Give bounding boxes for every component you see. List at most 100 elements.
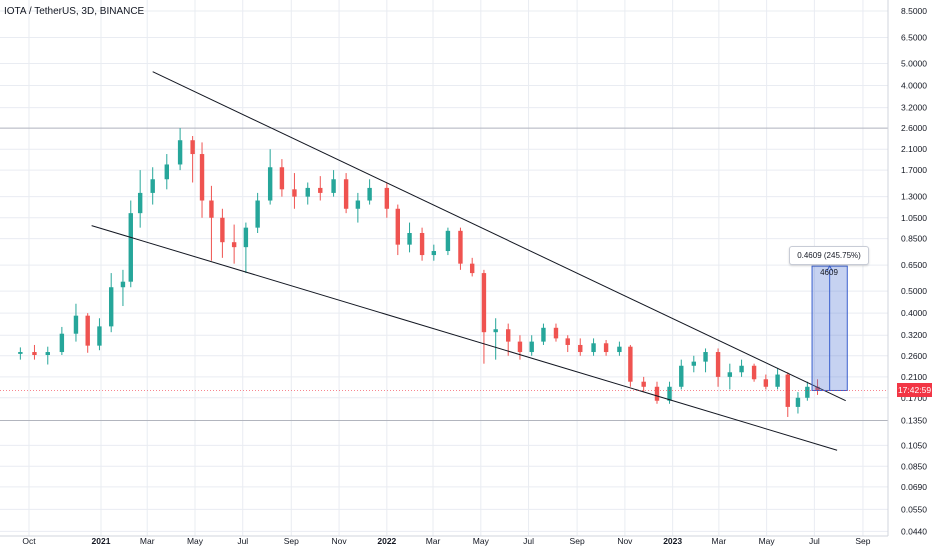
candle-body xyxy=(431,251,437,256)
candle-body xyxy=(481,273,487,333)
candle-body xyxy=(73,315,79,334)
price-tick-label: 1.3000 xyxy=(901,192,927,202)
candle-body xyxy=(679,365,684,387)
candle-body xyxy=(727,372,733,377)
price-tick-label: 3.2000 xyxy=(901,103,927,113)
candle-body xyxy=(739,365,744,373)
candle-body xyxy=(617,346,622,353)
candle-body xyxy=(85,315,90,346)
price-tick-label: 0.6500 xyxy=(901,260,927,270)
candle-body xyxy=(703,352,708,362)
candle-body xyxy=(331,179,336,193)
time-tick-label: Mar xyxy=(140,536,155,546)
symbol-title: IOTA / TetherUS, 3D, BINANCE xyxy=(4,6,145,17)
price-tick-label: 0.1700 xyxy=(901,393,927,403)
candle-body xyxy=(715,352,721,377)
price-tick-label: 0.0850 xyxy=(901,461,927,471)
time-axis-bg xyxy=(0,536,888,550)
price-tick-label: 0.3200 xyxy=(901,330,927,340)
candle-body xyxy=(419,232,425,256)
candle-body xyxy=(97,326,102,346)
candle-body xyxy=(654,386,660,401)
candle-body xyxy=(805,386,810,398)
candle-body xyxy=(667,386,672,401)
candle-body xyxy=(190,140,195,155)
candle-body xyxy=(177,140,183,165)
candle-body xyxy=(292,189,297,197)
price-tick-label: 0.0690 xyxy=(901,482,927,492)
price-tick-label: 0.2600 xyxy=(901,351,927,361)
candle-body xyxy=(691,361,696,366)
candle-body xyxy=(279,167,285,190)
measure-label: 0.4609 (245.75%) 4609 xyxy=(789,246,869,277)
price-tick-label: 0.1050 xyxy=(901,440,927,450)
time-tick-label: Sep xyxy=(855,536,870,546)
candle-body xyxy=(541,327,546,342)
candle-body xyxy=(367,187,372,201)
candle-body xyxy=(32,352,37,356)
candle-body xyxy=(108,287,114,327)
time-tick-label: Sep xyxy=(284,536,299,546)
price-tick-label: 8.5000 xyxy=(901,6,927,16)
candle-body xyxy=(628,346,633,382)
price-axis-bg xyxy=(888,0,932,550)
candle-body xyxy=(775,374,780,387)
lower-trendline xyxy=(91,225,838,451)
candle-body xyxy=(578,344,583,353)
upper-trendline xyxy=(152,71,846,402)
candle-body xyxy=(506,329,511,342)
price-tick-label: 6.5000 xyxy=(901,33,927,43)
price-tick-label: 0.4000 xyxy=(901,308,927,318)
candle-body xyxy=(45,352,50,356)
candle-body xyxy=(785,374,790,407)
price-tick-label: 1.0500 xyxy=(901,213,927,223)
candle-body xyxy=(305,187,310,197)
price-tick-label: 1.7000 xyxy=(901,165,927,175)
candle-body xyxy=(243,227,249,248)
price-tick-label: 0.1350 xyxy=(901,416,927,426)
candle-body xyxy=(199,154,205,201)
time-tick-label: Mar xyxy=(426,536,441,546)
candle-body xyxy=(137,192,143,214)
price-tick-label: 5.0000 xyxy=(901,58,927,68)
time-tick-label: Nov xyxy=(617,536,633,546)
time-tick-label: Mar xyxy=(712,536,727,546)
last-price-badge: 17:42:59 xyxy=(897,383,932,398)
candle-body xyxy=(751,365,757,380)
candle-body xyxy=(59,333,65,353)
candle-body xyxy=(445,230,451,252)
price-tick-label: 0.5000 xyxy=(901,286,927,296)
candle-body xyxy=(128,213,133,282)
price-tick-label: 4.0000 xyxy=(901,81,927,91)
candle-body xyxy=(493,329,498,333)
candle-body xyxy=(815,386,820,391)
measure-arrow-head xyxy=(826,265,834,272)
candle-body xyxy=(164,164,169,180)
price-tick-label: 0.0440 xyxy=(901,526,927,536)
candle-body xyxy=(355,200,361,209)
candle-body xyxy=(529,341,534,353)
candle-body xyxy=(458,230,463,264)
candle-body xyxy=(220,217,225,243)
candle-body xyxy=(209,200,214,218)
candle-body xyxy=(267,167,273,201)
time-tick-label: Nov xyxy=(332,536,348,546)
candle-body xyxy=(591,343,596,353)
time-tick-label: Oct xyxy=(22,536,36,546)
time-tick-label: 2022 xyxy=(377,536,396,546)
candle-body xyxy=(517,341,523,353)
candle-body xyxy=(763,379,769,387)
time-tick-label: May xyxy=(759,536,776,546)
time-tick-label: Jul xyxy=(523,536,534,546)
time-tick-label: Sep xyxy=(570,536,585,546)
time-tick-label: 2023 xyxy=(663,536,682,546)
candle-body xyxy=(641,381,646,387)
price-tick-label: 0.8500 xyxy=(901,234,927,244)
candle-body xyxy=(553,327,559,339)
time-tick-label: May xyxy=(473,536,490,546)
time-tick-label: Jul xyxy=(237,536,248,546)
candle-body xyxy=(150,179,155,193)
time-tick-label: Jul xyxy=(809,536,820,546)
